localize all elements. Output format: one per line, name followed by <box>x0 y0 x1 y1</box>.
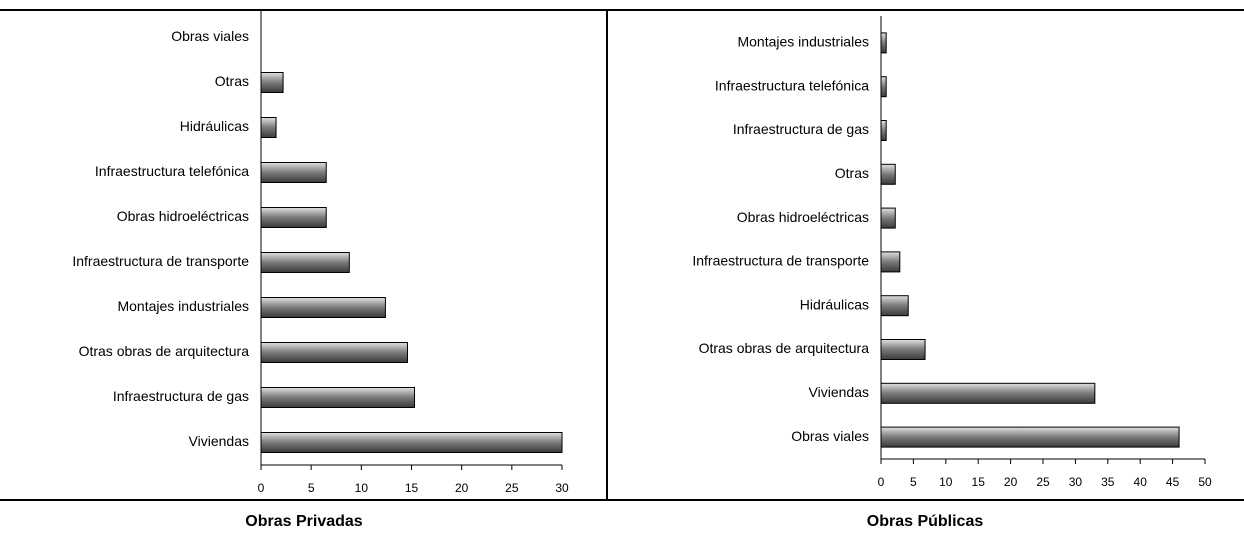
x-tick-label: 0 <box>878 475 885 489</box>
x-tick-label: 20 <box>1004 475 1018 489</box>
bar <box>260 207 327 228</box>
bar <box>260 432 563 453</box>
bar <box>260 252 350 273</box>
x-tick-label: 0 <box>258 481 265 495</box>
x-tick-label: 5 <box>308 481 315 495</box>
x-tick-label: 15 <box>405 481 419 495</box>
bar <box>880 426 1180 448</box>
y-tick-label: Infraestructura de transporte <box>692 253 869 269</box>
bar <box>880 339 926 360</box>
y-tick-label: Otras obras de arquitectura <box>699 340 870 356</box>
bar <box>260 117 277 138</box>
bar <box>260 342 408 363</box>
bar <box>880 295 909 317</box>
y-tick-label: Otras obras de arquitectura <box>79 343 250 359</box>
bar <box>880 251 901 273</box>
x-tick-label: 15 <box>972 475 986 489</box>
x-tick-label: 30 <box>555 481 569 495</box>
y-tick-label: Infraestructura telefónica <box>95 163 249 179</box>
x-tick-label: 20 <box>455 481 469 495</box>
bar <box>260 387 416 408</box>
chart-title: Obras Públicas <box>867 513 984 530</box>
y-tick-label: Infraestructura de gas <box>733 121 869 137</box>
y-tick-label: Hidráulicas <box>180 118 249 134</box>
x-tick-label: 5 <box>910 475 917 489</box>
bar <box>880 32 887 54</box>
y-tick-label: Montajes industriales <box>737 34 869 50</box>
y-tick-label: Hidráulicas <box>800 296 869 312</box>
x-tick-label: 45 <box>1166 475 1180 489</box>
x-tick-label: 50 <box>1198 475 1212 489</box>
x-tick-label: 25 <box>505 481 519 495</box>
x-tick-label: 30 <box>1069 475 1083 489</box>
bar <box>260 72 284 93</box>
bar <box>260 162 327 183</box>
x-tick-label: 25 <box>1036 475 1050 489</box>
bar <box>880 76 887 98</box>
y-tick-label: Montajes industriales <box>117 298 249 314</box>
y-tick-label: Otras <box>835 165 869 181</box>
bar <box>880 207 896 229</box>
y-tick-label: Obras hidroeléctricas <box>117 208 249 224</box>
y-tick-label: Infraestructura de gas <box>113 388 249 404</box>
x-tick-label: 35 <box>1101 475 1115 489</box>
bar <box>260 297 386 318</box>
bar <box>880 382 1096 404</box>
y-tick-label: Obras viales <box>171 28 249 44</box>
bar <box>880 120 887 141</box>
bar <box>880 163 896 185</box>
chart-title: Obras Privadas <box>245 513 363 530</box>
y-tick-label: Viviendas <box>189 433 249 449</box>
x-tick-label: 10 <box>355 481 369 495</box>
x-tick-label: 40 <box>1134 475 1148 489</box>
y-tick-label: Obras viales <box>791 428 869 444</box>
y-tick-label: Infraestructura telefónica <box>715 77 869 93</box>
y-tick-label: Infraestructura de transporte <box>72 253 249 269</box>
y-tick-label: Otras <box>215 73 249 89</box>
x-tick-label: 10 <box>939 475 953 489</box>
y-tick-label: Viviendas <box>809 384 869 400</box>
y-tick-label: Obras hidroeléctricas <box>737 209 869 225</box>
